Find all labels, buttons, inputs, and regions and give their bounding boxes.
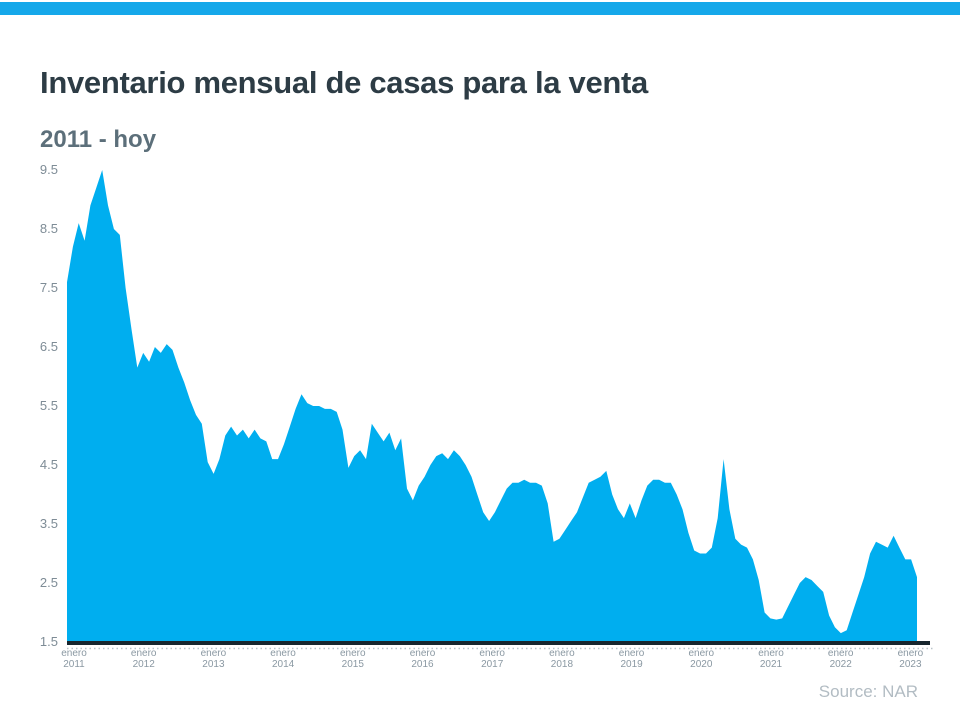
- x-axis-tick-label: enero 2023: [878, 648, 942, 670]
- x-axis-tick-label: enero 2018: [530, 648, 594, 670]
- x-tick-month: enero: [688, 648, 715, 659]
- y-axis-tick-label: 4.5: [39, 457, 58, 472]
- x-tick-year: 2020: [690, 659, 713, 670]
- x-tick-year: 2012: [132, 659, 155, 670]
- x-axis-tick-label: enero 2015: [321, 648, 385, 670]
- area-series: [67, 170, 917, 642]
- x-axis-tick-label: enero 2011: [42, 648, 106, 670]
- x-tick-month: enero: [61, 648, 87, 659]
- page-title: Inventario mensual de casas para la vent…: [40, 64, 648, 100]
- x-tick-month: enero: [479, 648, 505, 659]
- x-tick-month: enero: [758, 648, 784, 659]
- x-axis-tick-label: enero 2013: [181, 648, 245, 670]
- x-axis-tick-label: enero 2014: [251, 648, 315, 670]
- accent-bar: [0, 2, 960, 15]
- y-axis-tick-label: 9.5: [39, 162, 58, 177]
- x-axis-tick-label: enero 2020: [669, 648, 733, 670]
- x-tick-month: enero: [827, 648, 854, 659]
- x-tick-year: 2011: [63, 659, 85, 670]
- page-subtitle: 2011 - hoy: [40, 125, 157, 153]
- x-axis-tick-label: enero 2017: [460, 648, 524, 670]
- y-axis-tick-label: 3.5: [39, 516, 58, 531]
- x-tick-month: enero: [897, 648, 924, 659]
- x-tick-year: 2021: [759, 659, 783, 670]
- x-tick-month: enero: [340, 648, 366, 659]
- y-axis-tick-label: 8.5: [39, 221, 58, 236]
- x-tick-month: enero: [549, 648, 575, 659]
- x-tick-year: 2013: [202, 659, 225, 670]
- x-tick-year: 2014: [271, 659, 295, 670]
- y-axis-tick-label: 2.5: [39, 575, 58, 590]
- x-axis-tick-label: enero 2022: [809, 648, 873, 670]
- x-axis-line: [67, 641, 930, 645]
- x-tick-year: 2018: [550, 659, 574, 670]
- x-tick-year: 2023: [899, 659, 922, 670]
- x-tick-month: enero: [270, 648, 296, 659]
- x-tick-year: 2016: [411, 659, 434, 670]
- x-tick-year: 2022: [829, 659, 852, 670]
- x-tick-month: enero: [409, 648, 436, 659]
- x-axis-tick-label: enero 2016: [391, 648, 455, 670]
- y-axis-tick-label: 6.5: [39, 339, 58, 354]
- y-axis-tick-label: 1.5: [39, 634, 58, 649]
- y-axis-tick-label: 7.5: [39, 280, 58, 295]
- y-axis-tick-label: 5.5: [39, 398, 58, 413]
- x-tick-month: enero: [130, 648, 157, 659]
- x-axis-tick-label: enero 2019: [600, 648, 664, 670]
- x-tick-year: 2015: [341, 659, 364, 670]
- source-credit: Source: NAR: [818, 682, 918, 701]
- x-axis-tick-label: enero 2012: [112, 648, 176, 670]
- x-tick-year: 2019: [620, 659, 643, 670]
- x-tick-month: enero: [200, 648, 227, 659]
- x-tick-year: 2017: [481, 659, 504, 670]
- x-axis-tick-label: enero 2021: [739, 648, 803, 670]
- x-tick-month: enero: [618, 648, 645, 659]
